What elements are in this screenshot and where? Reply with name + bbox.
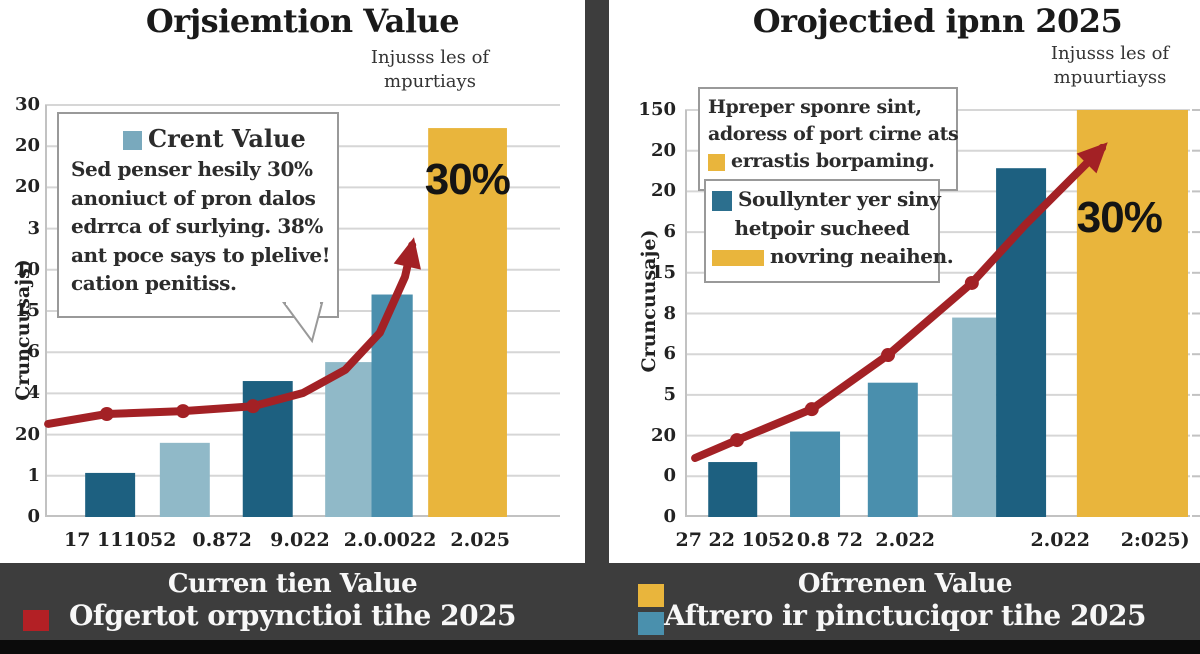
legend-right-title: Ofrrenen Value	[797, 569, 1013, 599]
annotation-text-line: anoniuct of pron dalos	[71, 185, 316, 210]
y-tick-label: 3	[27, 217, 40, 239]
panel-divider	[585, 0, 609, 563]
y-tick-label: 8	[663, 302, 676, 324]
right-annotation-box-b: Soullynter yer siny hetpoir sucheed novr…	[704, 179, 954, 283]
red-square-swatch-icon	[23, 610, 49, 631]
y-tick-label: 20	[14, 176, 40, 198]
right-chart-subtitle: Injusss les of mpuurtiayss	[1030, 42, 1190, 91]
y-tick-label: 20	[650, 424, 676, 446]
left-subtitle-line2: mpurtiays	[384, 71, 476, 93]
annotation-swatch-text: Soullynter yer siny	[738, 187, 941, 211]
y-tick-label: 20	[14, 423, 40, 445]
left-x-axis-labels: 17 111052 0.872 9.022 2.0.0022 2.025	[45, 529, 560, 555]
annotation-swatch-line: errastis borpaming.	[708, 148, 948, 175]
yellow-square-swatch-icon	[708, 153, 725, 171]
annotation-text-line: cation penitiss.	[71, 271, 237, 296]
right-subtitle-line1: Injusss les of	[1050, 43, 1170, 64]
y-tick-label: 15	[14, 300, 40, 321]
x-tick-label: 17 111052	[63, 529, 177, 551]
annotation-text-line: Hpreper sponre sint,	[708, 96, 922, 118]
y-tick-label: 10	[14, 258, 40, 280]
right-x-axis-labels: 27 22 1052 0.8 72 2.022 2.022 2:025)	[675, 529, 1190, 555]
x-tick-label: 2.022	[875, 529, 935, 551]
right-annotation-box-a: Hpreper sponre sint, adoress of port cir…	[698, 87, 959, 191]
left-chart-subtitle: Injusss les of mpurtiays	[330, 46, 530, 95]
annotation-text-line: ant poce says to plelive!	[71, 242, 331, 267]
y-tick-label: 6	[27, 341, 40, 363]
bottom-black-strip	[0, 640, 1200, 654]
speech-bubble-tail-icon	[282, 302, 324, 344]
annotation-swatch-text: errastis borpaming.	[731, 150, 935, 173]
right-chart-title: Orojectied ipnn 2025	[752, 2, 1123, 40]
blue-square-swatch-icon	[712, 190, 732, 211]
y-tick-label: 0	[663, 465, 676, 487]
steel-square-swatch-icon	[123, 131, 142, 150]
left-annotation-legend: Crent Value	[71, 120, 329, 155]
yellow-square-swatch-icon	[638, 584, 664, 607]
right-y-axis-ticks: 150 20 20 6 15 8 6 5 20 0 0	[610, 99, 678, 527]
annotation-text-line: Sed penser hesily 30%	[71, 157, 313, 181]
yellow-bar-swatch-icon	[712, 249, 764, 266]
left-chart-title: Orjsiemtion Value	[145, 2, 460, 40]
bottom-legend-right: Ofrrenen Value Aftrero ir pinctuciqor ti…	[610, 563, 1200, 640]
y-tick-label: 5	[663, 383, 676, 405]
x-tick-label: 2.025	[450, 529, 510, 551]
x-tick-label: 2.0.0022	[343, 529, 437, 551]
x-tick-label: 0.8 72	[796, 529, 863, 551]
legend-right-subtitle: Aftrero ir pinctuciqor tihe 2025	[664, 599, 1146, 632]
blue-square-swatch-icon	[638, 612, 664, 635]
y-tick-label: 1	[27, 464, 40, 486]
y-tick-label: 0	[27, 506, 40, 527]
right-subtitle-line2: mpuurtiayss	[1053, 67, 1167, 89]
right-highlight-value: 30%	[1076, 192, 1163, 242]
annotation-swatch-text: novring neaihen.	[770, 244, 954, 269]
y-tick-label: 0	[663, 506, 676, 527]
annotation-text-line: edrrca of surlying. 38%	[71, 214, 324, 239]
y-tick-label: 6	[663, 221, 676, 243]
x-tick-label: 2.022	[1030, 529, 1090, 551]
y-tick-label: 30	[14, 94, 40, 115]
legend-left-subtitle: Ofgertot orpynctioi tihe 2025	[68, 599, 517, 632]
y-tick-label: 20	[650, 139, 676, 161]
left-annotation-box: Crent Value Sed penser hesily 30% anoniu…	[57, 112, 339, 318]
bottom-legend-band	[0, 563, 1200, 640]
y-tick-label: 20	[650, 180, 676, 202]
x-tick-label: 9.022	[270, 529, 330, 551]
annotation-text-line: hetpoir sucheed	[734, 215, 910, 240]
x-tick-label: 0.872	[192, 529, 252, 551]
left-y-axis-ticks: 30 20 20 3 10 15 6 4 20 1 0	[0, 94, 42, 527]
y-tick-label: 6	[663, 343, 676, 365]
annotation-text-line: adoress of port cirne ats	[708, 123, 959, 146]
x-tick-label: 27 22 1052	[675, 529, 795, 551]
y-tick-label: 20	[14, 135, 40, 157]
annotation-swatch-line: Soullynter yer siny	[712, 185, 941, 214]
annotation-swatch-line: novring neaihen.	[712, 242, 954, 271]
legend-left-title: Curren tien Value	[167, 569, 418, 599]
bottom-legend-left: Curren tien Value Ofgertot orpynctioi ti…	[0, 563, 585, 640]
y-tick-label: 15	[650, 261, 676, 283]
right-chart-canvas	[685, 109, 1200, 518]
left-subtitle-line1: Injusss les of	[370, 47, 490, 68]
y-tick-label: 4	[27, 382, 40, 404]
left-highlight-value: 30%	[424, 154, 511, 204]
left-annotation-legend-label: Crent Value	[148, 124, 306, 153]
y-tick-label: 150	[638, 99, 676, 120]
x-tick-label: 2:025)	[1120, 529, 1190, 551]
right-plot-area: 30%	[685, 109, 1200, 518]
